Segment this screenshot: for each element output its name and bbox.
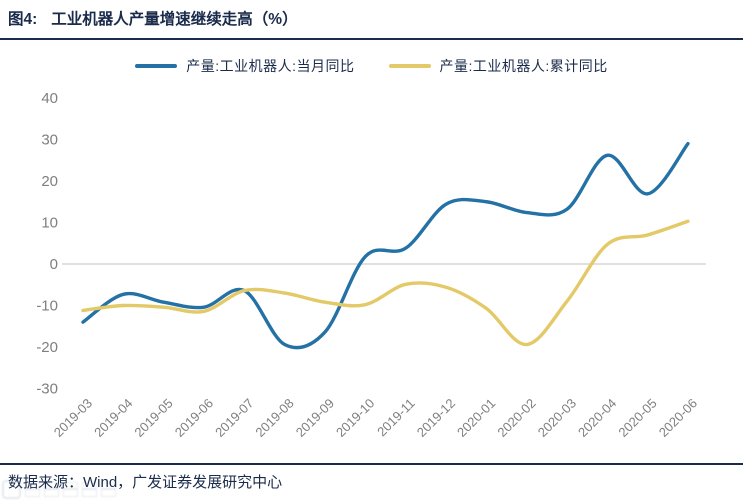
x-tick-label: 2020-04 [575,396,619,440]
legend-label-monthly-yoy: 产量:工业机器人:当月同比 [186,58,355,74]
x-tick-label: 2019-07 [212,396,256,440]
x-tick-label: 2020-02 [494,396,538,440]
x-tick-label: 2019-05 [131,396,175,440]
legend-item-cumulative-yoy: 产量:工业机器人:累计同比 [388,56,608,76]
y-tick-label: 20 [41,173,58,190]
series-line-yellow [81,219,690,347]
x-tick-label: 2019-12 [414,396,458,440]
x-tick-label: 2019-06 [172,396,216,440]
legend-label-cumulative-yoy: 产量:工业机器人:累计同比 [439,58,608,74]
legend-line-blue-icon [135,64,178,68]
chart-legend: 产量:工业机器人:当月同比 产量:工业机器人:累计同比 [0,56,743,76]
x-tick-label: 2019-04 [91,396,135,440]
chart-header: 图4: 工业机器人产量增速继续走高（%） [8,7,298,29]
watermark [2,480,116,499]
x-tick-label: 2019-09 [293,396,337,440]
data-source: 数据来源：Wind，广发证券发展研究中心 [8,474,283,491]
legend-line-yellow-icon [388,64,431,68]
y-tick-label: -10 [36,298,58,315]
title-divider [0,38,743,40]
y-tick-label: -20 [36,339,58,356]
footer-divider [0,463,743,465]
x-tick-label: 2020-03 [535,396,579,440]
x-tick-label: 2019-03 [51,396,95,440]
y-tick-label: 40 [41,90,58,107]
y-tick-label: 10 [41,215,58,232]
x-tick-label: 2019-10 [333,396,377,440]
x-tick-label: 2019-08 [252,396,296,440]
series-line-blue [81,141,690,350]
y-tick-label: -30 [36,381,58,398]
x-tick-label: 2020-06 [656,396,700,440]
x-tick-label: 2020-01 [454,396,498,440]
legend-item-monthly-yoy: 产量:工业机器人:当月同比 [135,56,354,76]
x-tick-label: 2020-05 [615,396,659,440]
y-tick-label: 0 [50,256,58,273]
y-tick-label: 30 [41,132,58,149]
figure-label: 图4: [8,11,38,28]
x-tick-label: 2019-11 [374,396,418,440]
page-title: 工业机器人产量增速继续走高（%） [51,11,298,28]
